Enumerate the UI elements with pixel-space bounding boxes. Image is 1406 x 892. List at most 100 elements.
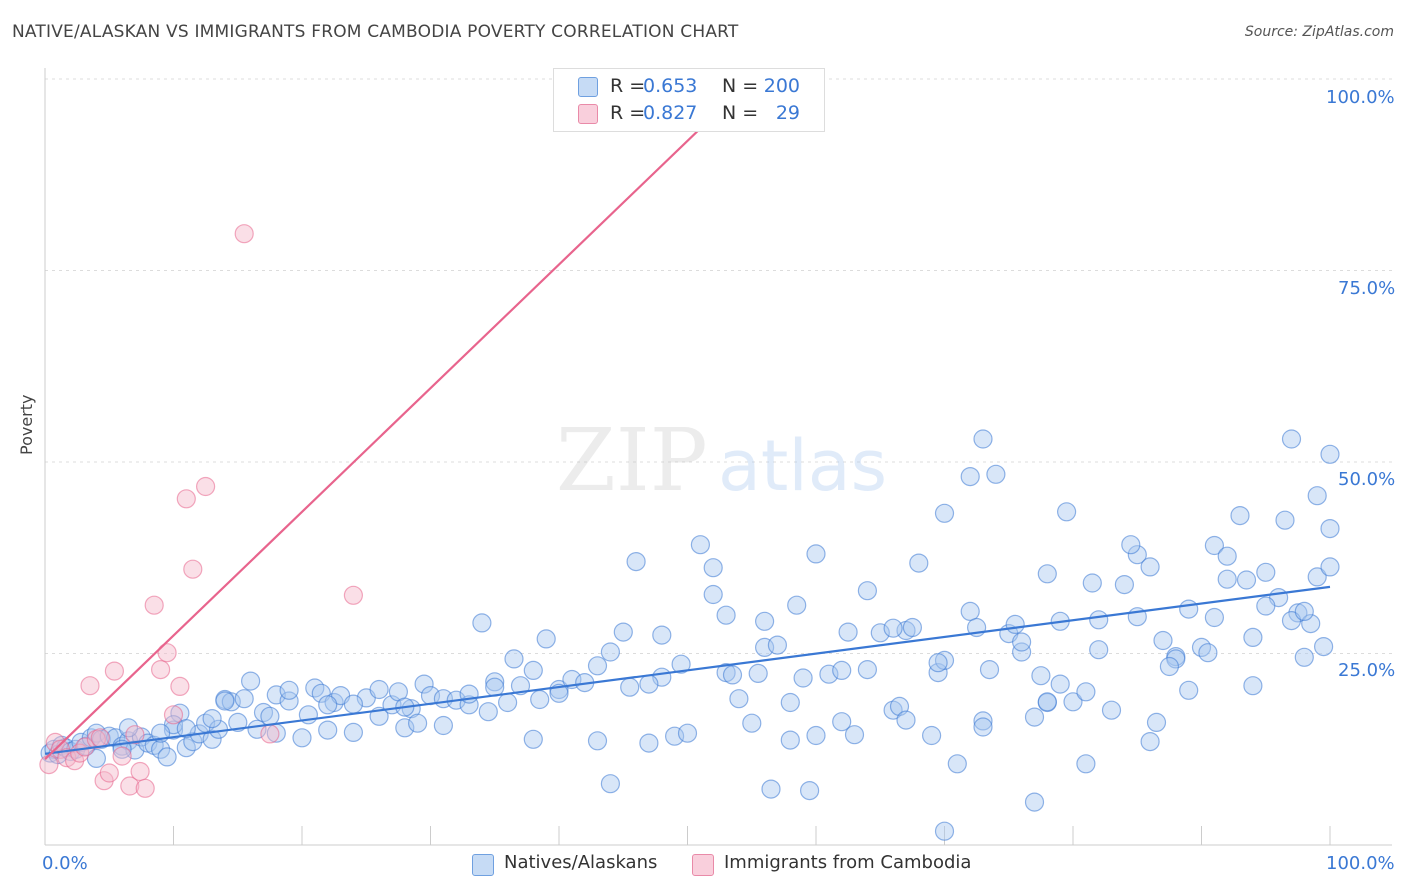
point-natives [960, 601, 980, 622]
legend-n-label: N = [722, 102, 759, 124]
point-natives [722, 665, 743, 685]
point-natives [613, 622, 633, 642]
point-natives [832, 712, 852, 732]
point-cambodia [196, 476, 216, 497]
point-natives [742, 713, 762, 733]
point-natives [838, 622, 858, 642]
point-cambodia [183, 559, 203, 579]
point-natives [1179, 680, 1199, 700]
point-natives [1005, 614, 1025, 635]
point-natives [973, 429, 993, 449]
chart-title: NATIVE/ALASKAN VS IMMIGRANTS FROM CAMBOD… [12, 22, 739, 42]
trend-lines [44, 78, 1331, 761]
trend-line-natives [44, 585, 1331, 755]
point-natives [928, 662, 948, 683]
point-natives [1301, 613, 1321, 634]
point-natives [1082, 573, 1102, 593]
point-cambodia [99, 763, 119, 783]
point-natives [318, 720, 338, 740]
point-natives [780, 730, 800, 750]
point-natives [202, 729, 222, 749]
point-natives [343, 722, 363, 743]
point-natives [1243, 627, 1263, 648]
point-natives [478, 702, 498, 722]
point-natives [1204, 535, 1225, 556]
point-natives [510, 676, 531, 696]
legend-swatch-natives [578, 77, 598, 97]
point-natives [748, 663, 768, 684]
point-natives [1076, 754, 1096, 774]
point-cambodia [163, 705, 184, 725]
point-natives [215, 691, 235, 711]
point-natives [504, 649, 524, 669]
point-natives [1320, 444, 1340, 464]
point-natives [1037, 564, 1057, 584]
point-cambodia [80, 676, 100, 696]
point-natives [620, 677, 640, 697]
point-natives [260, 706, 280, 726]
point-natives [639, 733, 659, 753]
point-natives [1217, 569, 1237, 589]
point-natives [151, 739, 171, 759]
point-natives [909, 553, 929, 573]
point-natives [1320, 557, 1340, 577]
point-natives [1089, 610, 1109, 630]
point-natives [234, 689, 254, 709]
legend: R = 0.653 N = 200 R = 0.827 N = 29 [553, 68, 825, 132]
point-natives [1294, 601, 1314, 622]
point-natives [1198, 643, 1218, 663]
bottom-legend-label-natives: Natives/Alaskans [504, 852, 658, 873]
point-natives [1256, 596, 1276, 616]
point-natives [934, 503, 955, 523]
point-natives [671, 654, 691, 674]
point-natives [844, 725, 865, 745]
point-natives [91, 729, 112, 749]
point-natives [485, 672, 505, 692]
point-natives [947, 754, 967, 774]
point-natives [639, 674, 659, 694]
point-natives [934, 821, 955, 841]
point-natives [1089, 640, 1109, 660]
point-cambodia [144, 595, 164, 615]
point-natives [1050, 674, 1070, 694]
point-natives [157, 747, 177, 767]
point-natives [793, 668, 813, 688]
axes [44, 68, 1392, 846]
bottom-legend-swatch-cambodia [692, 854, 714, 876]
point-natives [806, 725, 826, 746]
legend-n-label: N = [722, 75, 759, 97]
point-natives [979, 659, 1000, 680]
point-natives [523, 729, 543, 749]
trend-line-cambodia [44, 78, 753, 761]
point-natives [408, 713, 428, 733]
point-natives [176, 718, 196, 739]
point-natives [1256, 562, 1276, 582]
point-natives [472, 613, 492, 633]
point-natives [973, 711, 993, 731]
point-natives [279, 680, 299, 700]
point-natives [1076, 682, 1096, 702]
point-natives [857, 659, 878, 680]
point-cambodia [112, 746, 132, 766]
point-natives [626, 551, 646, 572]
point-cambodia [104, 661, 125, 681]
point-natives [1153, 630, 1173, 651]
point-natives [1307, 567, 1327, 587]
y-tick-25: 25.0% [1338, 660, 1396, 681]
point-natives [414, 674, 434, 694]
point-natives [1204, 607, 1225, 628]
point-natives [883, 618, 903, 638]
point-cambodia [135, 778, 155, 798]
point-cambodia [157, 643, 177, 663]
point-natives [1140, 731, 1160, 752]
point-natives [703, 584, 723, 605]
point-natives [1056, 502, 1077, 522]
point-natives [1101, 700, 1122, 720]
point-natives [587, 731, 608, 751]
point-natives [1294, 647, 1314, 667]
point-cambodia [176, 489, 196, 509]
point-cambodia [90, 728, 110, 748]
point-natives [1288, 603, 1308, 623]
legend-r-label: R = [610, 75, 646, 97]
